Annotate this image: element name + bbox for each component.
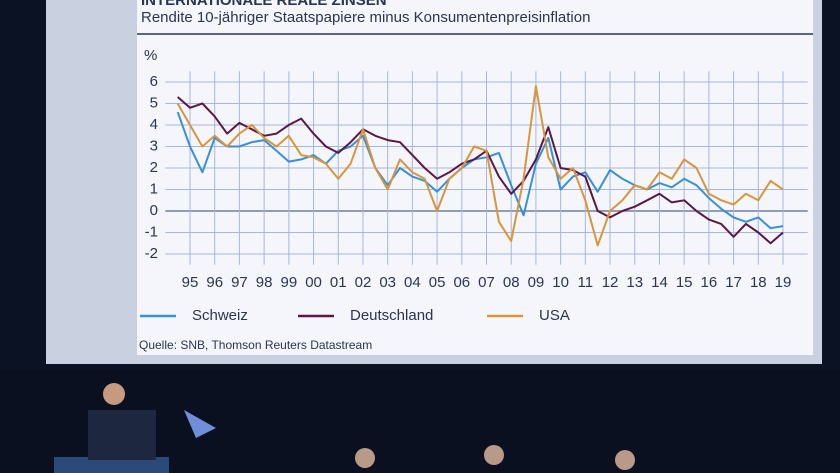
x-tick-label: 09	[528, 274, 545, 291]
y-tick-label: 5	[150, 94, 158, 111]
x-tick-label: 17	[725, 274, 742, 291]
x-tick-label: 12	[602, 274, 619, 291]
x-tick-label: 00	[305, 274, 322, 291]
x-tick-label: 95	[182, 274, 199, 291]
slide	[137, 0, 813, 355]
x-tick-label: 06	[453, 274, 470, 291]
x-tick-label: 03	[379, 274, 396, 291]
source: Quelle: SNB, Thomson Reuters Datastream	[139, 338, 372, 352]
x-tick-label: 14	[651, 274, 668, 291]
x-tick-label: 02	[355, 274, 372, 291]
x-tick-label: 96	[206, 274, 223, 291]
lectern	[54, 457, 169, 473]
y-tick-label: 2	[150, 159, 158, 176]
x-tick-label: 01	[330, 274, 347, 291]
legend-label: Deutschland	[350, 307, 433, 324]
y-tick-label: 1	[150, 180, 158, 197]
speaker-head	[103, 383, 125, 405]
subtitle: Rendite 10-jähriger Staatspapiere minus …	[141, 9, 590, 26]
x-tick-label: 11	[578, 274, 594, 291]
x-tick-label: 97	[231, 274, 248, 291]
series-line	[177, 96, 784, 245]
legend-label: Schweiz	[192, 307, 248, 324]
x-tick-label: 05	[429, 274, 446, 291]
x-tick-label: 04	[404, 274, 421, 291]
x-tick-label: 19	[775, 274, 792, 291]
y-tick-label: -1	[145, 223, 158, 240]
person-head	[484, 445, 504, 465]
teleprompter	[184, 410, 216, 438]
y-tick-label: 6	[150, 73, 158, 90]
y-tick-label: -2	[145, 245, 158, 262]
person-head	[355, 448, 375, 468]
x-tick-label: 18	[750, 274, 767, 291]
x-tick-label: 08	[503, 274, 520, 291]
x-tick-label: 13	[626, 274, 643, 291]
x-tick-label: 15	[676, 274, 693, 291]
y-tick-label: 0	[150, 202, 158, 219]
x-tick-label: 07	[478, 274, 495, 291]
x-tick-label: 98	[256, 274, 273, 291]
y-tick-label: 4	[150, 116, 158, 133]
series-line	[176, 85, 784, 247]
x-tick-label: 10	[552, 274, 569, 291]
person-head	[615, 450, 635, 470]
speaker-body	[88, 410, 156, 460]
slide-title: INTERNATIONALE REALE ZINSEN	[141, 0, 387, 9]
series-line	[176, 111, 784, 230]
y-axis-label: %	[144, 47, 157, 64]
x-tick-label: 16	[701, 274, 718, 291]
y-tick-label: 3	[150, 137, 158, 154]
legend-label: USA	[539, 307, 570, 324]
stage	[0, 370, 840, 473]
x-tick-label: 99	[280, 274, 297, 291]
